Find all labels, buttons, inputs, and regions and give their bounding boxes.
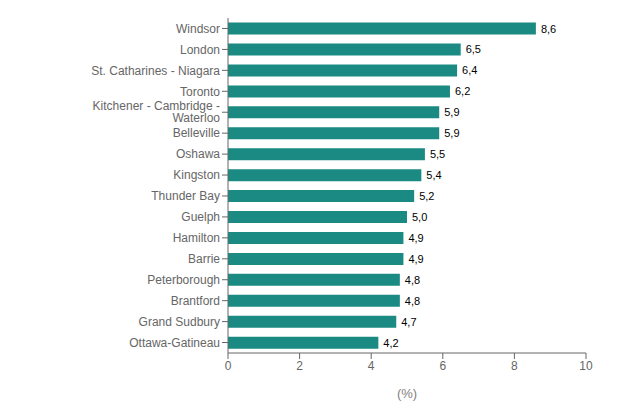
svg-text:Thunder Bay: Thunder Bay [151, 189, 220, 203]
svg-text:Ottawa-Gatineau: Ottawa-Gatineau [129, 336, 220, 350]
svg-text:8,6: 8,6 [541, 23, 556, 35]
svg-text:Barrie: Barrie [188, 252, 220, 266]
svg-text:6,2: 6,2 [455, 85, 470, 97]
svg-text:4,7: 4,7 [401, 316, 416, 328]
svg-text:8: 8 [511, 359, 518, 373]
svg-text:5,5: 5,5 [430, 148, 445, 160]
svg-text:5,0: 5,0 [412, 211, 427, 223]
svg-text:London: London [180, 43, 220, 57]
svg-text:Peterborough: Peterborough [147, 273, 220, 287]
svg-text:6,5: 6,5 [466, 43, 481, 55]
svg-text:Kitchener - Cambridge -Waterlo: Kitchener - Cambridge -Waterloo [93, 99, 221, 125]
svg-text:Guelph: Guelph [181, 210, 220, 224]
svg-text:5,9: 5,9 [444, 127, 459, 139]
svg-text:5,2: 5,2 [419, 190, 434, 202]
svg-text:4,8: 4,8 [405, 274, 420, 286]
svg-text:St. Catharines - Niagara: St. Catharines - Niagara [91, 64, 220, 78]
svg-text:Brantford: Brantford [171, 294, 220, 308]
svg-text:4,8: 4,8 [405, 295, 420, 307]
svg-text:4,9: 4,9 [408, 232, 423, 244]
svg-text:4,9: 4,9 [408, 253, 423, 265]
svg-text:Toronto: Toronto [180, 85, 220, 99]
svg-text:Kingston: Kingston [173, 168, 220, 182]
svg-text:Hamilton: Hamilton [173, 231, 220, 245]
svg-text:6: 6 [439, 359, 446, 373]
svg-text:0: 0 [225, 359, 232, 373]
svg-text:(%): (%) [397, 386, 417, 401]
svg-text:5,9: 5,9 [444, 106, 459, 118]
svg-text:6,4: 6,4 [462, 64, 477, 76]
svg-text:Windsor: Windsor [176, 22, 220, 36]
svg-text:5,4: 5,4 [426, 169, 441, 181]
svg-text:10: 10 [579, 359, 593, 373]
svg-text:Grand Sudbury: Grand Sudbury [139, 315, 220, 329]
svg-text:Oshawa: Oshawa [176, 147, 220, 161]
svg-text:2: 2 [296, 359, 303, 373]
svg-text:Belleville: Belleville [173, 126, 221, 140]
svg-text:4,2: 4,2 [383, 337, 398, 349]
svg-text:4: 4 [368, 359, 375, 373]
